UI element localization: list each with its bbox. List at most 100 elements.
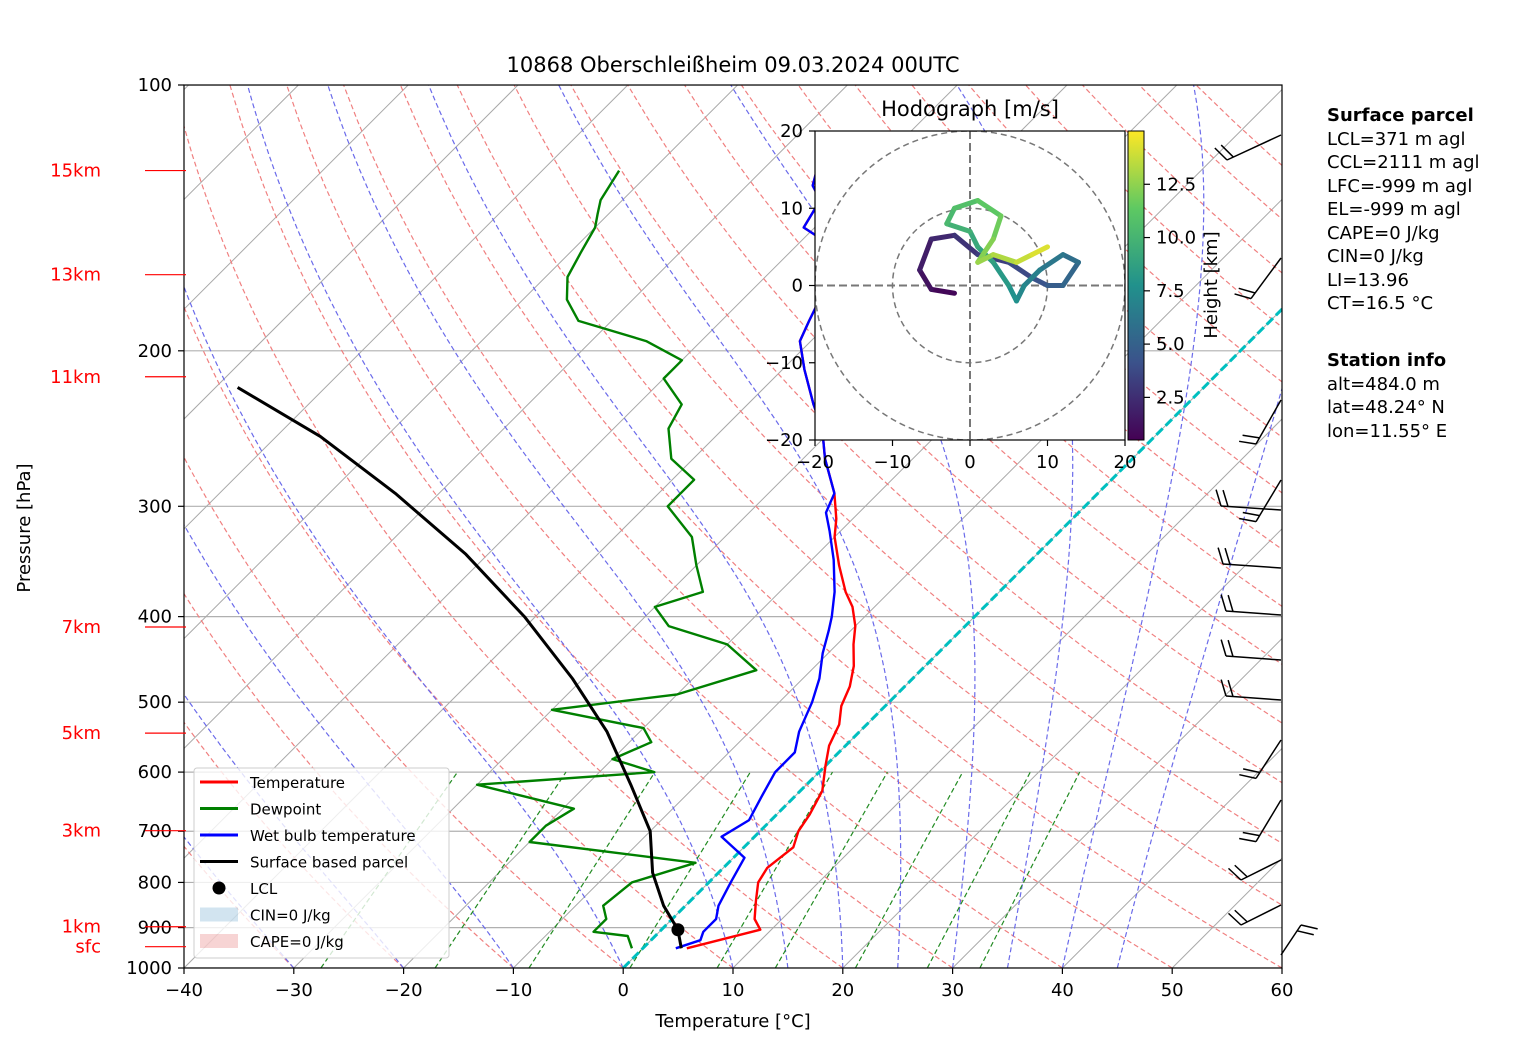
parcel-line: [236, 386, 683, 949]
x-tick-label: −40: [165, 980, 203, 1001]
legend-swatch-patch: [200, 907, 238, 922]
y-tick-label: 600: [138, 762, 172, 783]
y-tick-label: 900: [138, 918, 172, 939]
x-tick-label: −20: [385, 980, 423, 1001]
hodograph-trace: [1006, 283, 1019, 304]
hodograph-y-tick-label: 0: [792, 276, 803, 297]
wind-barb-flag: [1220, 594, 1227, 612]
hodograph-y-tick-label: −10: [765, 353, 803, 374]
colorbar-tick-label: 2.5: [1156, 387, 1185, 408]
isotherm-line: [184, 85, 848, 750]
dry-adiabat: [456, 85, 1282, 906]
hodograph-trace: [928, 232, 957, 242]
x-tick-label: 20: [831, 980, 854, 1001]
wind-barb-flag: [1239, 440, 1257, 445]
wind-barb-flag: [1238, 287, 1256, 294]
hodograph-trace: [967, 228, 981, 250]
x-tick-label: 60: [1271, 980, 1294, 1001]
height-marker-label: 15km: [50, 161, 101, 182]
legend-label: Surface based parcel: [250, 854, 408, 872]
hodograph-trace: [1060, 259, 1081, 288]
dry-adiabat: [513, 85, 1282, 844]
surface-parcel-panel: Surface parcel LCL=371 m agl CCL=2111 m …: [1327, 104, 1480, 316]
colorbar-tick-label: 10.0: [1156, 228, 1196, 249]
x-tick-label: −30: [275, 980, 313, 1001]
wind-barb-flag: [1239, 773, 1257, 780]
y-tick-label: 400: [138, 607, 172, 628]
dry-adiabat: [570, 85, 1282, 784]
legend-label: LCL: [250, 880, 278, 898]
wind-barb-flag: [1234, 293, 1252, 300]
colorbar-tick-label: 12.5: [1156, 174, 1196, 195]
hodograph-trace: [990, 252, 1019, 265]
legend-swatch-patch: [200, 934, 238, 948]
wind-barb-flag: [1234, 864, 1248, 878]
surface-parcel-line: LCL=371 m agl: [1327, 128, 1466, 150]
lcl-point: [671, 923, 685, 937]
hodograph-plot: [815, 131, 1125, 440]
wind-barb-flag: [1222, 489, 1229, 507]
wind-barb-flag: [1242, 511, 1260, 517]
moist-adiabat: [1061, 85, 1205, 968]
y-axis-label: Pressure [hPa]: [14, 463, 35, 592]
mixing-ratio-line: [979, 771, 1081, 968]
hodograph-trace: [1014, 252, 1035, 265]
dry-adiabat: [343, 85, 1173, 968]
moist-adiabat: [246, 85, 734, 968]
y-tick-label: 200: [138, 341, 172, 362]
wind-barb: [1214, 134, 1282, 161]
axes-layer: −40 −30 −20 −10 0 10 20 30 40 50 60100200300400500…: [50, 75, 1293, 1001]
hodograph-x-tick-label: 0: [964, 452, 975, 473]
wind-barb-staff: [1255, 739, 1282, 779]
x-tick-label: 50: [1161, 980, 1184, 1001]
mixing-ratio-line: [629, 771, 751, 968]
x-axis-label: Temperature [°C]: [654, 1011, 810, 1032]
hodograph-trace: [975, 198, 1004, 219]
legend: Temperature Dewpoint Wet bulb temperature S…: [193, 767, 450, 959]
surface-parcel-line: LI=13.96: [1327, 269, 1409, 291]
colorbar: [1127, 130, 1145, 441]
moist-adiabat: [1116, 386, 1282, 968]
y-tick-label: 100: [138, 75, 172, 96]
wind-barb-staff: [1250, 257, 1282, 300]
surface-parcel-line: CAPE=0 J/kg: [1327, 222, 1440, 244]
wind-barb: [1239, 479, 1282, 523]
hodograph-x-tick-label: −20: [796, 452, 834, 473]
colorbar-tick-label: 5.0: [1156, 334, 1185, 355]
wind-barb: [1217, 547, 1282, 569]
wind-barb-flag: [1234, 909, 1248, 923]
mixing-ratio-line: [774, 771, 888, 968]
dewpoint-line: [475, 169, 758, 949]
wind-barb-staff: [1240, 904, 1282, 926]
isotherm-line: [184, 85, 409, 310]
hodograph-trace: [952, 232, 981, 258]
wind-barb: [1239, 739, 1282, 780]
surface-parcel-header: Surface parcel: [1327, 105, 1474, 126]
hodograph-trace: [1060, 252, 1081, 265]
hodograph-trace: [944, 221, 973, 234]
hodograph-y-tick-label: 20: [780, 121, 803, 142]
wind-barb: [1227, 859, 1282, 881]
wind-barb-flag: [1227, 594, 1234, 612]
chart-title: 10868 Oberschleißheim 09.03.2024 00UTC: [507, 53, 960, 77]
wind-barb-flag: [1227, 639, 1234, 657]
wind-barbs: [1214, 134, 1318, 956]
hodograph: −20−20 −10 −10 0 0 10 10 20 20 2.5 5.0 7.5 10.0 12.5: [765, 121, 1196, 473]
wind-barb-staff: [1225, 695, 1282, 701]
wind-barb: [1234, 257, 1282, 300]
station-info-line: lon=11.55° E: [1327, 420, 1448, 442]
x-tick-label: 30: [941, 980, 964, 1001]
hodograph-trace: [1021, 267, 1043, 288]
zero-isotherm: [622, 307, 1282, 968]
hodograph-trace: [990, 259, 1012, 288]
hodograph-trace: [952, 198, 981, 211]
moist-adiabat: [558, 85, 902, 968]
isotherm-line: [184, 85, 519, 420]
hodograph-y-tick-label: −20: [765, 430, 803, 451]
height-marker-label: 11km: [50, 367, 101, 388]
x-tick-label: 0: [617, 980, 628, 1001]
mixing-ratio-line: [716, 771, 834, 968]
isotherm-line: [732, 418, 1282, 968]
wind-barb-flag: [1242, 831, 1260, 837]
